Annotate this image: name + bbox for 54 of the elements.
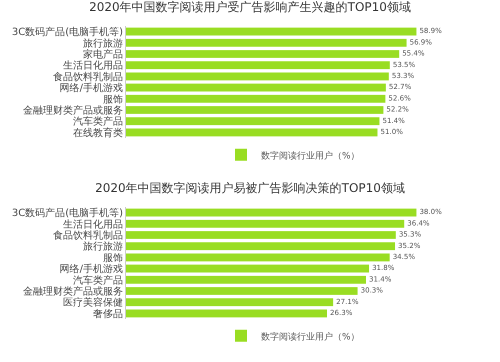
data-label: 31.4% [369,274,392,284]
bar [126,231,396,239]
data-label: 52.6% [388,93,412,102]
bar [126,253,390,262]
y-tick-label: 汽车类产品 [73,274,123,286]
y-tick-label: 食品饮料乳制品 [53,230,123,242]
bar [126,264,370,273]
data-label: 35.2% [398,240,421,250]
data-label: 26.3% [330,308,353,317]
data-label: 36.4% [407,218,430,228]
y-tick-label: 服饰 [103,93,123,106]
y-tick-label: 医疗美容保健 [63,296,123,309]
y-tick-label: 网络/手机游戏 [60,82,123,94]
data-label: 31.8% [372,263,395,272]
bar [126,276,366,284]
y-tick-label: 生活日化用品 [63,218,123,230]
bar [126,309,328,318]
chart-title: 2020年中国数字阅读用户受广告影响产生兴趣的TOP10领域 [89,0,411,14]
bar [126,208,416,217]
data-label: 55.4% [402,48,425,58]
y-tick-label: 3C数码产品(电脑手机等) [12,26,124,38]
data-label: 52.2% [386,104,410,114]
data-label: 34.5% [392,252,416,261]
legend-label: 数字阅读行业用户（%） [261,331,360,342]
legend-label: 数字阅读行业用户（%） [261,150,360,162]
data-label: 51.0% [380,126,404,136]
bar [126,220,404,228]
bar [126,242,396,250]
y-tick-label: 旅行旅游 [83,37,123,50]
y-tick-label: 网络/手机游戏 [60,263,123,276]
data-label: 53.3% [392,70,415,80]
data-label: 53.5% [392,60,416,69]
bar [126,298,334,306]
y-tick-label: 服饰 [103,252,123,264]
data-label: 30.3% [360,286,384,295]
data-label: 52.7% [388,82,412,92]
data-label: 27.1% [336,296,359,306]
data-label: 38.0% [419,207,442,216]
data-label: 58.9% [419,26,442,36]
y-tick-label: 金融理财类产品或服务 [23,286,123,298]
y-tick-label: 食品饮料乳制品 [53,70,123,83]
data-label: 51.4% [382,116,406,125]
y-tick-label: 在线教育类 [73,126,123,139]
y-tick-label: 金融理财类产品或服务 [23,104,123,116]
y-tick-label: 生活日化用品 [63,60,123,72]
y-tick-label: 奢侈品 [93,308,123,320]
y-tick-label: 汽车类产品 [73,116,123,128]
y-tick-label: 3C数码产品(电脑手机等) [12,207,124,220]
y-tick-label: 家电产品 [83,48,123,60]
y-tick-label: 旅行旅游 [83,240,123,253]
data-label: 35.3% [398,230,422,239]
bar [126,287,358,295]
chart-title: 2020年中国数字阅读用户易被广告影响决策的TOP10领域 [95,181,405,196]
data-label: 56.9% [410,37,432,46]
